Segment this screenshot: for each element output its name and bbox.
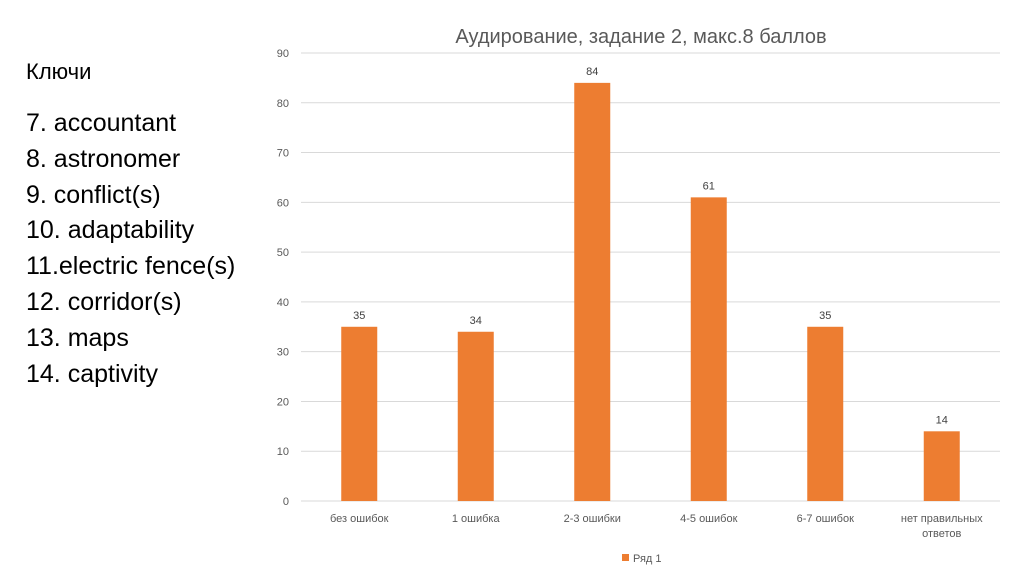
x-tick-label: 1 ошибка (452, 513, 501, 525)
bar (457, 331, 494, 501)
bars (341, 82, 960, 501)
data-label: 35 (353, 310, 365, 322)
bar (574, 82, 611, 501)
key-item: 9. conflict(s) (26, 180, 161, 209)
data-label: 35 (819, 310, 831, 322)
x-tick-label: 4-5 ошибок (680, 513, 737, 525)
grid-lines (301, 52, 1000, 502)
y-tick-label: 30 (277, 347, 289, 359)
key-item: 7. accountant (26, 109, 177, 137)
bar (690, 197, 727, 501)
key-item: 11.electric fence(s) (26, 252, 236, 281)
legend-label: Ряд 1 (633, 553, 662, 565)
x-axis-labels: без ошибок 1 ошибка 2-3 ошибки 4-5 ошибок 6-… (330, 513, 983, 540)
chart-title: Аудирование, задание 2, макс.8 баллов (455, 26, 826, 48)
y-tick-label: 80 (277, 98, 289, 110)
y-tick-label: 10 (277, 446, 289, 458)
data-label: 14 (936, 414, 948, 426)
y-axis-ticks: 0 10 20 30 40 50 60 70 80 90 (277, 48, 289, 508)
y-tick-label: 60 (277, 197, 289, 209)
x-tick-label: без ошибок (330, 513, 389, 525)
data-label: 84 (586, 66, 598, 78)
legend-swatch (622, 554, 629, 561)
key-item: 14. captivity (26, 359, 159, 388)
y-tick-label: 90 (277, 48, 289, 60)
data-label: 34 (470, 315, 482, 327)
key-item: 10. adaptability (26, 216, 195, 245)
y-tick-label: 20 (277, 396, 289, 408)
bar (807, 326, 844, 501)
key-item: 8. astronomer (26, 144, 181, 173)
y-tick-label: 70 (277, 148, 289, 160)
keys-list: 7. accountant 8. astronomer 9. conflict(… (26, 106, 286, 392)
key-item: 13. maps (26, 323, 129, 352)
bar (923, 431, 960, 501)
y-tick-label: 40 (277, 297, 289, 309)
y-tick-label: 50 (277, 247, 289, 259)
x-tick-label: 6-7 ошибок (797, 513, 854, 525)
x-tick-label: нет правильных ответов (901, 513, 983, 540)
data-labels: 35 34 84 61 35 14 (353, 66, 948, 426)
legend: Ряд 1 (622, 553, 662, 565)
data-label: 61 (703, 180, 715, 192)
keys-panel: Ключи 7. accountant 8. astronomer 9. con… (26, 58, 286, 392)
x-tick-label: 2-3 ошибки (564, 513, 621, 525)
bar (341, 326, 378, 501)
y-tick-label: 0 (283, 496, 289, 508)
key-item: 12. corridor(s) (26, 287, 182, 316)
keys-title: Ключи (26, 59, 92, 84)
